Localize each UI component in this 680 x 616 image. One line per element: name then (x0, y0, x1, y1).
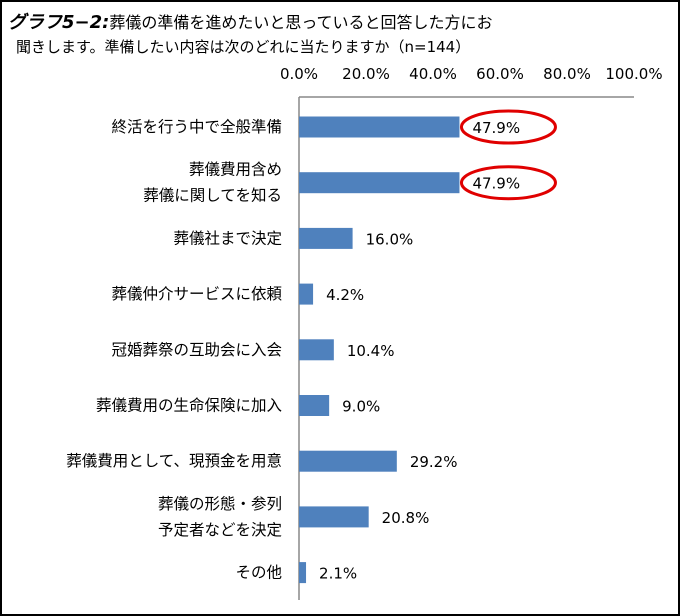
data-label: 2.1% (319, 565, 357, 583)
highlight-ellipse (459, 165, 557, 201)
x-tick-label: 20.0% (342, 65, 390, 83)
data-label: 16.0% (366, 230, 414, 248)
category-label: 終活を行う中で全般準備 (111, 118, 282, 136)
bar (299, 116, 460, 138)
bar (299, 339, 334, 361)
category-label: 葬儀に関してを知る (143, 187, 282, 205)
bar (299, 172, 460, 194)
data-label: 29.2% (410, 453, 458, 471)
chart-title-prefix: グラフ5−2: (8, 12, 110, 33)
category-label: その他 (235, 564, 282, 582)
x-tick-label: 0.0% (280, 65, 318, 83)
bar (299, 227, 353, 249)
x-tick-label: 60.0% (476, 65, 524, 83)
data-label: 10.4% (347, 342, 395, 360)
category-label: 冠婚葬祭の互助会に入会 (111, 341, 282, 359)
category-label: 葬儀の形態・参列 (158, 495, 282, 513)
data-label: 4.2% (326, 286, 364, 304)
data-label: 20.8% (382, 509, 430, 527)
category-label: 葬儀費用として、現預金を用意 (66, 451, 282, 470)
chart-title-text: 葬儀の準備を進めたいと思っていると回答した方にお (109, 13, 493, 32)
x-tick-label: 100.0% (605, 65, 662, 83)
category-label: 葬儀社まで決定 (173, 229, 282, 247)
chart-title-line1: グラフ5−2:葬儀の準備を進めたいと思っていると回答した方にお (8, 8, 493, 34)
category-label: 予定者などを決定 (158, 521, 282, 539)
bar (299, 283, 314, 305)
category-label: 葬儀費用含め (189, 161, 282, 179)
x-tick-label: 80.0% (543, 65, 591, 83)
bar (299, 506, 369, 528)
highlight-ellipse (459, 109, 557, 145)
bar (299, 562, 307, 584)
category-label: 葬儀費用の生命保険に加入 (96, 397, 282, 415)
data-label: 47.9% (472, 175, 520, 193)
bar (299, 395, 330, 416)
category-label: 葬儀仲介サービスに依頼 (111, 285, 282, 303)
x-tick-label: 40.0% (409, 65, 457, 83)
data-label: 47.9% (472, 119, 520, 137)
chart-title-line2: 聞きします。準備したい内容は次のどれに当たりますか（n=144） (16, 38, 471, 56)
bar (299, 450, 397, 472)
data-label: 9.0% (342, 398, 380, 416)
